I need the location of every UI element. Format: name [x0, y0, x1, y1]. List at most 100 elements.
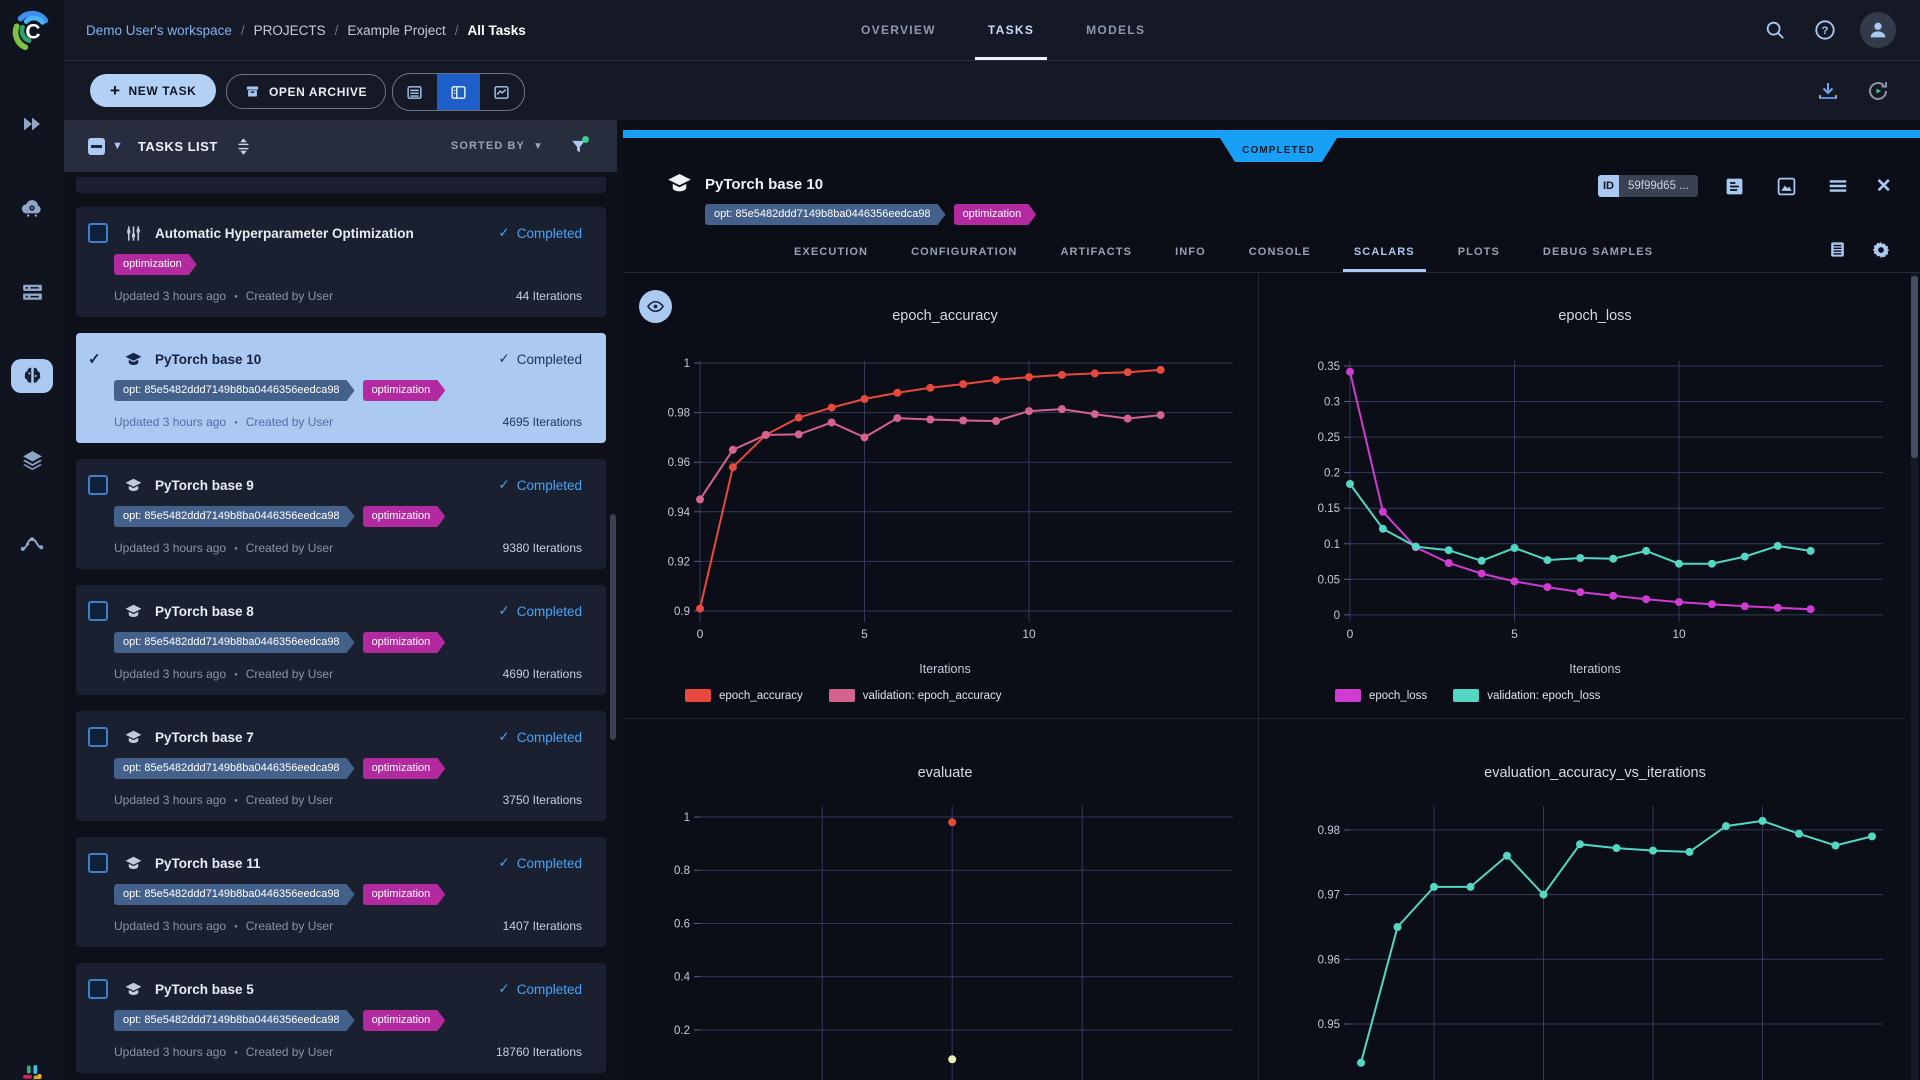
detail-tab-debug-samples[interactable]: DEBUG SAMPLES — [1542, 246, 1654, 258]
slack-icon[interactable] — [0, 1046, 64, 1080]
getting-started-icon[interactable] — [0, 96, 64, 152]
breadcrumb-item[interactable]: All Tasks — [467, 22, 526, 38]
chart-panel[interactable]: epoch_accuracy 0 5 10 0.9 0.92 0.94 0.96 0.98 1 … — [623, 272, 1258, 718]
chart-plot-area[interactable]: 0.2 0.4 0.6 0.8 1 — [645, 790, 1245, 1080]
legend-swatch — [828, 689, 855, 702]
detail-tab-execution[interactable]: EXECUTION — [794, 246, 869, 258]
menu-icon[interactable] — [1827, 175, 1849, 197]
breadcrumb-item[interactable]: Example Project — [347, 22, 446, 38]
open-archive-button[interactable]: OPEN ARCHIVE — [226, 74, 387, 109]
clearml-logo[interactable]: C — [0, 0, 64, 61]
console-note-icon[interactable] — [1724, 176, 1745, 197]
chart-svg[interactable]: 0 5 10 0.9 0.92 0.94 0.96 0.98 1 — [645, 345, 1245, 655]
task-card[interactable]: PyTorch base 9 ✓ Completed opt: 85e5482dd… — [76, 459, 606, 569]
task-checkbox[interactable] — [88, 223, 108, 243]
chart-view-icon[interactable] — [480, 74, 524, 110]
task-status: ✓ Completed — [498, 225, 582, 241]
pipelines-icon[interactable] — [0, 516, 64, 572]
table-view-icon[interactable] — [393, 74, 437, 110]
chart-plot-area[interactable]: 0 5 10 0.9 0.92 0.94 0.96 0.98 1 — [645, 345, 1245, 655]
projects-icon[interactable] — [0, 348, 64, 404]
task-card[interactable]: PyTorch base 8 ✓ Completed opt: 85e5482dd… — [76, 585, 606, 695]
svg-text:0.96: 0.96 — [668, 457, 690, 469]
chart-svg[interactable]: 0.2 0.4 0.6 0.8 1 — [645, 790, 1245, 1080]
close-icon[interactable]: ✕ — [1875, 175, 1892, 197]
id-value[interactable]: 59f99d65 ... — [1619, 175, 1698, 197]
task-checkbox[interactable] — [88, 601, 108, 621]
header-tab-tasks[interactable]: TASKS — [974, 0, 1048, 60]
task-tags: opt: 85e5482ddd7149b8ba0446356eedca98 opt… — [114, 1010, 445, 1031]
legend-item[interactable]: validation: epoch_accuracy — [828, 689, 1001, 702]
metrics-visibility-button[interactable] — [639, 290, 672, 323]
image-preview-icon[interactable] — [1776, 176, 1797, 197]
search-icon[interactable] — [1764, 19, 1786, 41]
task-card[interactable]: ✓ PyTorch base 10 ✓ Completed opt: 85e548… — [76, 333, 606, 443]
detail-tab-console[interactable]: CONSOLE — [1248, 246, 1311, 258]
user-avatar[interactable] — [1860, 12, 1896, 48]
svg-text:0.98: 0.98 — [668, 408, 690, 420]
task-card[interactable]: PyTorch base 7 ✓ Completed opt: 85e5482dd… — [76, 711, 606, 821]
header-tab-models[interactable]: MODELS — [1086, 23, 1146, 37]
chart-svg[interactable]: 0 5 10 0 0.05 0.1 0.15 0.2 0.25 0.3 0.35 — [1295, 345, 1895, 655]
settings-gear-icon[interactable] — [1871, 240, 1891, 260]
task-iterations: 3750 Iterations — [502, 793, 582, 807]
legend-item[interactable]: epoch_loss — [1335, 689, 1427, 702]
status-top-bar — [623, 130, 1920, 138]
detail-tab-artifacts[interactable]: ARTIFACTS — [1060, 246, 1133, 258]
detail-tab-scalars[interactable]: SCALARS — [1342, 232, 1426, 272]
legend-item[interactable]: epoch_accuracy — [685, 689, 803, 702]
task-iterations: 4690 Iterations — [502, 667, 582, 681]
dot-separator: ● — [234, 672, 238, 678]
help-icon[interactable]: ? — [1814, 19, 1836, 41]
workers-queues-icon[interactable] — [0, 264, 64, 320]
header-tab-overview[interactable]: OVERVIEW — [861, 23, 936, 37]
detail-tab-plots[interactable]: PLOTS — [1457, 246, 1500, 258]
chart-panel[interactable]: epoch_loss 0 5 10 0 0.05 0.1 0.15 0.2 0.25 0.3 0.3… — [1258, 272, 1920, 718]
filter-icon[interactable] — [570, 135, 589, 155]
svg-text:0.97: 0.97 — [1318, 890, 1340, 902]
list-scrollbar[interactable] — [610, 514, 616, 740]
legend-label: epoch_accuracy — [719, 689, 803, 702]
task-checkbox[interactable] — [88, 979, 108, 999]
detail-tab-configuration[interactable]: CONFIGURATION — [911, 246, 1018, 258]
download-icon[interactable] — [1816, 79, 1840, 103]
task-checkbox[interactable] — [88, 853, 108, 873]
chart-panel[interactable]: evaluation_accuracy_vs_iterations 0.95 0.… — [1258, 718, 1920, 1080]
experiment-icon — [124, 854, 143, 873]
chart-legend: epoch_accuracy validation: epoch_accurac… — [685, 689, 1001, 702]
select-all-checkbox[interactable] — [88, 137, 105, 155]
detail-scrollbar-track — [1911, 273, 1918, 1080]
detail-scrollbar[interactable] — [1911, 276, 1918, 458]
check-icon: ✓ — [498, 855, 510, 870]
breadcrumb-item[interactable]: PROJECTS — [253, 22, 326, 38]
task-card[interactable]: Automatic Hyperparameter Optimization ✓ C… — [76, 207, 606, 317]
breadcrumb-item[interactable]: Demo User's workspace — [86, 22, 232, 38]
svg-text:0.92: 0.92 — [668, 556, 690, 568]
legend-item[interactable]: validation: epoch_loss — [1453, 689, 1600, 702]
chart-plot-area[interactable]: 0 5 10 0 0.05 0.1 0.15 0.2 0.25 0.3 0.35 — [1295, 345, 1895, 655]
tag-magenta: optimization — [954, 204, 1037, 225]
table-icon[interactable] — [1828, 240, 1847, 260]
task-card[interactable]: PyTorch base 11 ✓ Completed opt: 85e5482d… — [76, 837, 606, 947]
split-view-icon[interactable] — [436, 74, 481, 110]
chart-plot-area[interactable]: 0.95 0.96 0.97 0.98 — [1295, 790, 1895, 1080]
chart-panel[interactable]: evaluate 0.2 0.4 0.6 0.8 1 — [623, 718, 1258, 1080]
cloud-services-icon[interactable] — [0, 180, 64, 236]
task-card-partial[interactable] — [76, 177, 606, 193]
detail-tab-info[interactable]: INFO — [1175, 246, 1206, 258]
sorted-by-dropdown[interactable]: SORTED BY ▼ — [451, 140, 544, 152]
selected-check-icon[interactable]: ✓ — [88, 351, 101, 368]
task-tags: opt: 85e5482ddd7149b8ba0446356eedca98 opt… — [114, 632, 445, 653]
task-card[interactable]: PyTorch base 5 ✓ Completed opt: 85e5482dd… — [76, 963, 606, 1073]
new-task-button[interactable]: + NEW TASK — [90, 74, 217, 107]
svg-text:0.95: 0.95 — [1318, 1019, 1340, 1031]
list-settings-icon[interactable] — [235, 137, 252, 155]
chart-svg[interactable]: 0.95 0.96 0.97 0.98 — [1295, 790, 1895, 1080]
auto-refresh-icon[interactable] — [1866, 79, 1890, 103]
clearml-logo-icon: C — [12, 10, 49, 50]
task-checkbox[interactable] — [88, 727, 108, 747]
datasets-icon[interactable] — [0, 432, 64, 488]
chevron-down-icon[interactable]: ▼ — [112, 140, 123, 152]
task-checkbox[interactable] — [88, 475, 108, 495]
